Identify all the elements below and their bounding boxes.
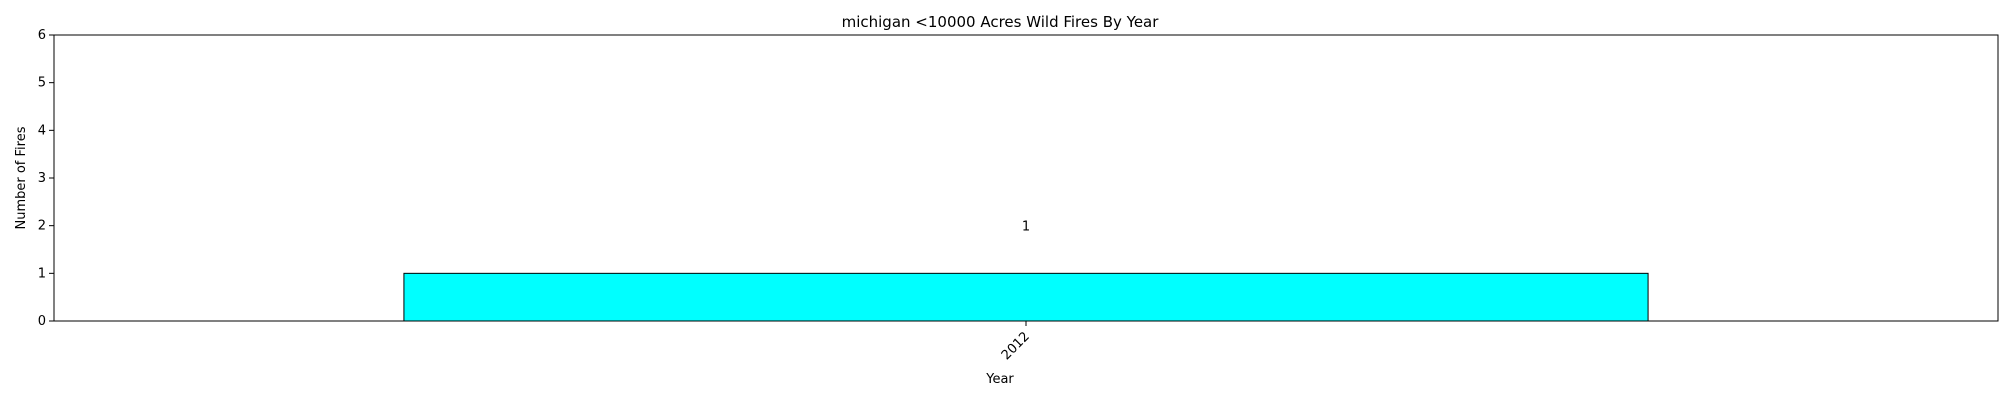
chart-title: michigan <10000 Acres Wild Fires By Year: [842, 13, 1160, 31]
y-axis-label: Number of Fires: [14, 126, 29, 229]
bar: [403, 272, 1649, 322]
y-tick-label: 2: [38, 219, 46, 234]
data-labels: 1: [1022, 220, 1030, 235]
y-axis-ticks: 0 1 2 3 4 5 6: [38, 28, 54, 329]
x-axis-label: Year: [985, 372, 1014, 387]
y-tick-label: 1: [38, 266, 46, 281]
y-tick-label: 3: [38, 171, 46, 186]
y-tick-label: 5: [38, 76, 46, 91]
y-tick-label: 0: [38, 314, 46, 329]
data-label: 1: [1022, 220, 1030, 235]
bars: [403, 272, 1649, 322]
y-tick-label: 6: [38, 28, 46, 43]
x-axis-ticks: 2012: [999, 321, 1033, 363]
x-tick-label: 2012: [999, 329, 1033, 363]
y-tick-label: 4: [38, 123, 46, 138]
